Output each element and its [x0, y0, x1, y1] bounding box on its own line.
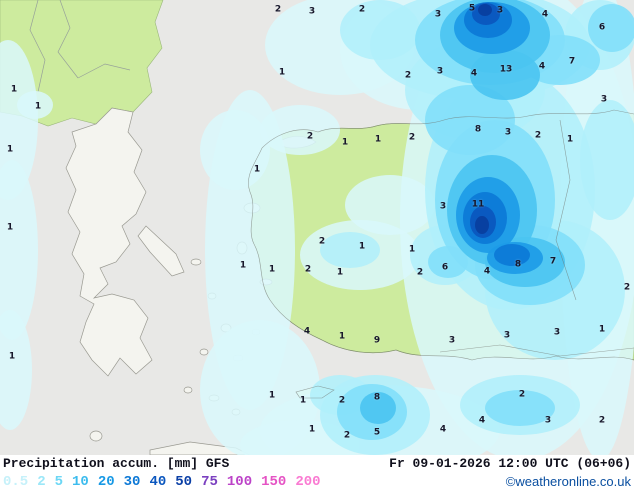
- island-euboea: [137, 225, 185, 277]
- legend-value: 75: [201, 474, 218, 490]
- legend-value: 100: [226, 474, 253, 490]
- precipitation-map[interactable]: 2 3 2 3 5 3 4 6 1 2 3 4 13 4 7 1 1 3 2 1 1 2 8 3 2 1 1 1 3 11 1 2 1 1 1 1 2 1…: [0, 0, 634, 455]
- legend-value: 5: [54, 474, 64, 490]
- legend-value: 40: [149, 474, 167, 490]
- valid-time-label: Fr 09-01-2026 12:00 UTC (06+06): [389, 456, 631, 471]
- product-label: Precipitation accum.: [3, 456, 160, 471]
- unit-label: [mm]: [166, 456, 199, 471]
- legend-value: 10: [72, 474, 89, 490]
- legend-value: 200: [295, 474, 321, 490]
- legend-value: 30: [123, 474, 141, 490]
- precip-color-scale: 0.5 2 5 10 20 30 40 50 75 100 150 200: [3, 475, 321, 489]
- copyright-link[interactable]: ©weatheronline.co.uk: [505, 474, 631, 489]
- legend-value: 0.5: [3, 474, 29, 490]
- coastline-overlay: [248, 109, 634, 399]
- legend-value: 150: [261, 474, 287, 490]
- footer-title-row: Precipitation accum. [mm] GFS Fr 09-01-2…: [3, 456, 631, 471]
- model-label: GFS: [205, 456, 230, 471]
- legend-value: 20: [97, 474, 115, 490]
- precip-level-50: [475, 4, 492, 234]
- map-footer: Precipitation accum. [mm] GFS Fr 09-01-2…: [0, 455, 634, 490]
- country-borders-balkans: [29, 0, 131, 93]
- legend-value: 50: [175, 474, 193, 490]
- legend-value: 2: [37, 474, 46, 490]
- map-canvas: [0, 0, 634, 455]
- map-title: Precipitation accum. [mm] GFS: [3, 456, 229, 471]
- footer-legend-row: 0.5 2 5 10 20 30 40 50 75 100 150 200 ©weatheronlin…: [3, 471, 631, 489]
- land-greece: [65, 107, 153, 377]
